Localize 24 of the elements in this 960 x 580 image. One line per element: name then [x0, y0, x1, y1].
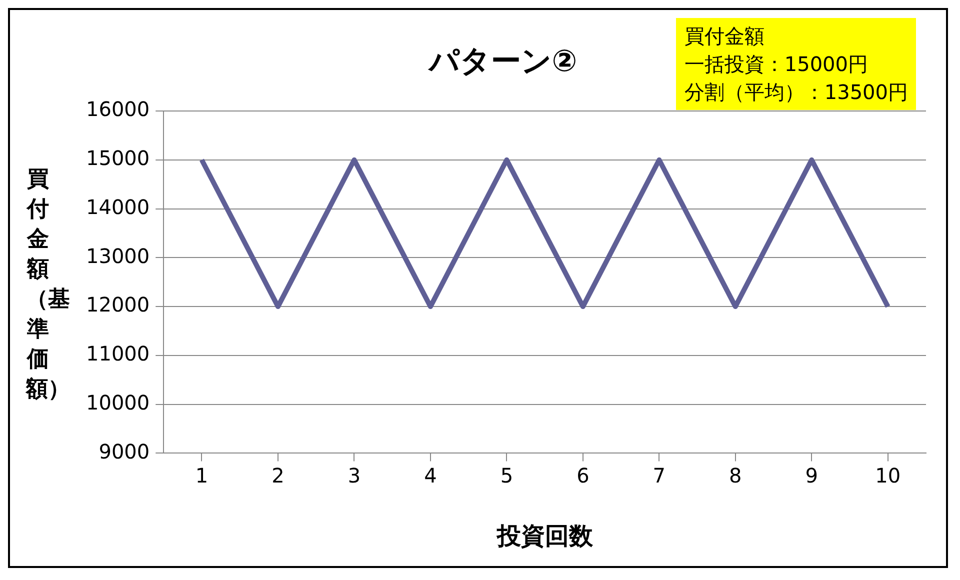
chart-title: パターン② [426, 44, 578, 79]
x-tick-label: 4 [424, 463, 437, 488]
y-tick-label: 9000 [98, 439, 150, 464]
y-tick-label: 16000 [86, 97, 150, 122]
x-tick-label: 9 [805, 463, 818, 488]
y-tick-label: 13000 [86, 244, 150, 268]
y-tick-label: 11000 [86, 342, 150, 366]
y-tick-label: 10000 [86, 390, 150, 415]
x-tick-label: 1 [195, 463, 208, 488]
x-tick-label: 7 [652, 463, 666, 488]
y-axis-title: 買付金額（基準価額） [26, 166, 70, 404]
text: 分割（平均）：13500円 [684, 79, 908, 106]
x-tick-label: 5 [500, 463, 514, 488]
x-tick-label: 3 [348, 463, 361, 488]
x-tick-label: 8 [729, 463, 742, 488]
x-tick-label: 6 [576, 463, 590, 488]
text: 一括投資：15000円 [684, 51, 869, 78]
y-tick-label: 12000 [86, 292, 150, 317]
x-tick-label: 10 [875, 463, 901, 488]
y-tick-label: 15000 [86, 146, 150, 170]
y-tick-label: 14000 [86, 194, 150, 219]
text: 買付金額 [684, 23, 766, 50]
x-tick-label: 2 [272, 463, 284, 488]
x-axis-title: 投資回数 [496, 522, 594, 550]
